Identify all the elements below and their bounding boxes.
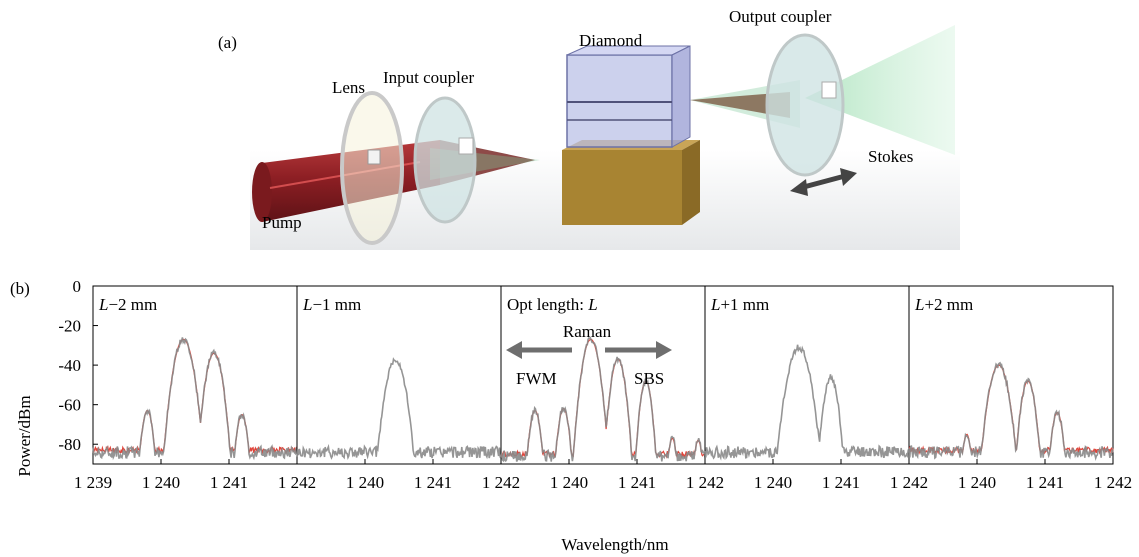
y-axis-label: Power/dBm (15, 395, 34, 476)
left-arrow-icon (506, 341, 572, 359)
x-tick-label: 1 241 (1026, 473, 1064, 492)
x-tick-label: 1 241 (822, 473, 860, 492)
subplot-title: Opt length: L (507, 295, 598, 314)
measured-series (296, 357, 502, 460)
diamond-label: Diamond (579, 31, 643, 50)
input-coupler-mirror (413, 96, 477, 224)
sbs-label: SBS (634, 369, 664, 388)
annotations: Raman FWM SBS (506, 322, 672, 388)
panel-a-label: (a) (218, 33, 237, 52)
subplot-title: L−2 mm (98, 295, 157, 314)
stokes-cavity-beam (690, 92, 790, 118)
x-tick-label: 1 241 (618, 473, 656, 492)
x-tick-label: 1 240 (550, 473, 588, 492)
subplot-title: L+1 mm (710, 295, 769, 314)
fit-series (92, 338, 298, 456)
x-axis-label: Wavelength/nm (561, 535, 668, 554)
subplots-group: L−2 mm L−1 mm Opt length: L L+1 mm L+2 mm (92, 285, 1114, 465)
x-tick-label: 1 242 (482, 473, 520, 492)
subplot-title: L+2 mm (914, 295, 973, 314)
setup-illustration: (a) Lens Input coupler Diamond Output co… (218, 7, 960, 250)
lens-element (340, 91, 404, 245)
subplot-frame (908, 285, 1114, 465)
spectra-chart: (b) Power/dBm Wavelength/nm L−2 mm L−1 mm… (10, 277, 1132, 554)
raman-label: Raman (563, 322, 612, 341)
x-tick-label: 1 242 (686, 473, 724, 492)
x-tick-label: 1 241 (414, 473, 452, 492)
diamond-crystal (562, 45, 700, 225)
y-tick-label: -20 (58, 317, 81, 336)
subplot-title: L−1 mm (302, 295, 361, 314)
output-coupler-label: Output coupler (729, 7, 832, 26)
fwm-label: FWM (516, 369, 557, 388)
output-coupler-mirror (765, 33, 845, 177)
y-tick-label: -40 (58, 356, 81, 375)
x-tick-label: 1 240 (958, 473, 996, 492)
measured-series (92, 337, 298, 461)
stokes-label: Stokes (868, 147, 913, 166)
input-coupler-label: Input coupler (383, 68, 474, 87)
lens-label: Lens (332, 78, 365, 97)
x-tick-label: 1 239 (74, 473, 112, 492)
x-tick-label: 1 241 (210, 473, 248, 492)
measured-series (704, 344, 910, 461)
y-tick-label: -80 (58, 435, 81, 454)
x-tick-label: 1 240 (346, 473, 384, 492)
x-tick-label: 1 242 (890, 473, 928, 492)
pump-label: Pump (262, 213, 302, 232)
double-arrow-icon (790, 168, 857, 196)
x-tick-label: 1 240 (142, 473, 180, 492)
measured-series (908, 361, 1114, 461)
y-tick-label: -60 (58, 396, 81, 415)
y-axis: 0 -20 -40 -60 -80 (58, 277, 98, 454)
subplot-4: L+1 mm (704, 285, 910, 465)
subplot-1: L−2 mm (92, 285, 298, 465)
stokes-output-cone (805, 25, 955, 155)
measured-series (500, 336, 706, 463)
x-tick-label: 1 242 (1094, 473, 1132, 492)
subplot-5: L+2 mm (908, 285, 1114, 465)
y-tick-label: 0 (73, 277, 82, 296)
subplot-2: L−1 mm (296, 285, 502, 465)
x-tick-label: 1 240 (754, 473, 792, 492)
right-arrow-icon (605, 341, 672, 359)
panel-b-label: (b) (10, 279, 30, 298)
x-tick-label: 1 242 (278, 473, 316, 492)
x-axis: 1 239 1 240 1 241 1 242 1 240 1 241 1 242 1 240… (74, 473, 1132, 492)
